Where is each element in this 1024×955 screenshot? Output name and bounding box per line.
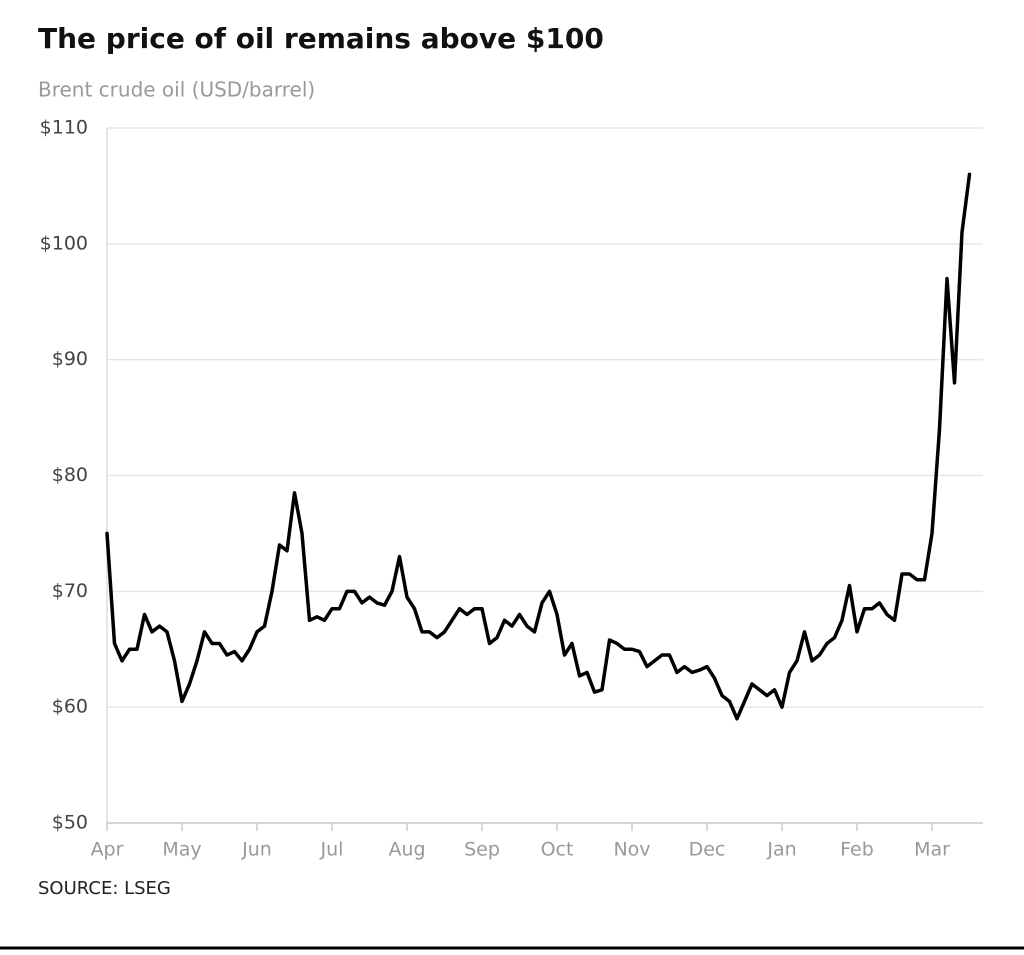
y-tick-label: $50 bbox=[52, 812, 88, 834]
y-tick-label: $70 bbox=[52, 580, 88, 602]
y-tick-label: $60 bbox=[52, 696, 88, 718]
y-tick-label: $80 bbox=[52, 464, 88, 486]
x-tick-label: Feb bbox=[840, 839, 874, 861]
x-tick-label: Mar bbox=[914, 839, 950, 861]
x-tick-label: Aug bbox=[388, 839, 425, 861]
x-tick-label: Jun bbox=[241, 839, 272, 861]
source: SOURCE: LSEG bbox=[38, 878, 171, 899]
x-tick-label: Oct bbox=[541, 839, 574, 861]
x-tick-label: Jan bbox=[766, 839, 796, 861]
x-tick-label: Apr bbox=[91, 839, 124, 861]
x-tick-label: Sep bbox=[464, 839, 500, 861]
chart-subtitle: Brent crude oil (USD/barrel) bbox=[38, 78, 315, 102]
x-tick-label: Jul bbox=[320, 839, 344, 861]
x-tick-label: Nov bbox=[613, 839, 650, 861]
price-line bbox=[105, 172, 972, 721]
chart-title: The price of oil remains above $100 bbox=[38, 22, 604, 55]
y-tick-label: $90 bbox=[52, 348, 88, 370]
x-tick-label: Dec bbox=[689, 839, 726, 861]
y-tick-label: $100 bbox=[40, 232, 88, 254]
y-tick-label: $110 bbox=[40, 117, 88, 139]
x-tick-label: May bbox=[162, 839, 201, 861]
